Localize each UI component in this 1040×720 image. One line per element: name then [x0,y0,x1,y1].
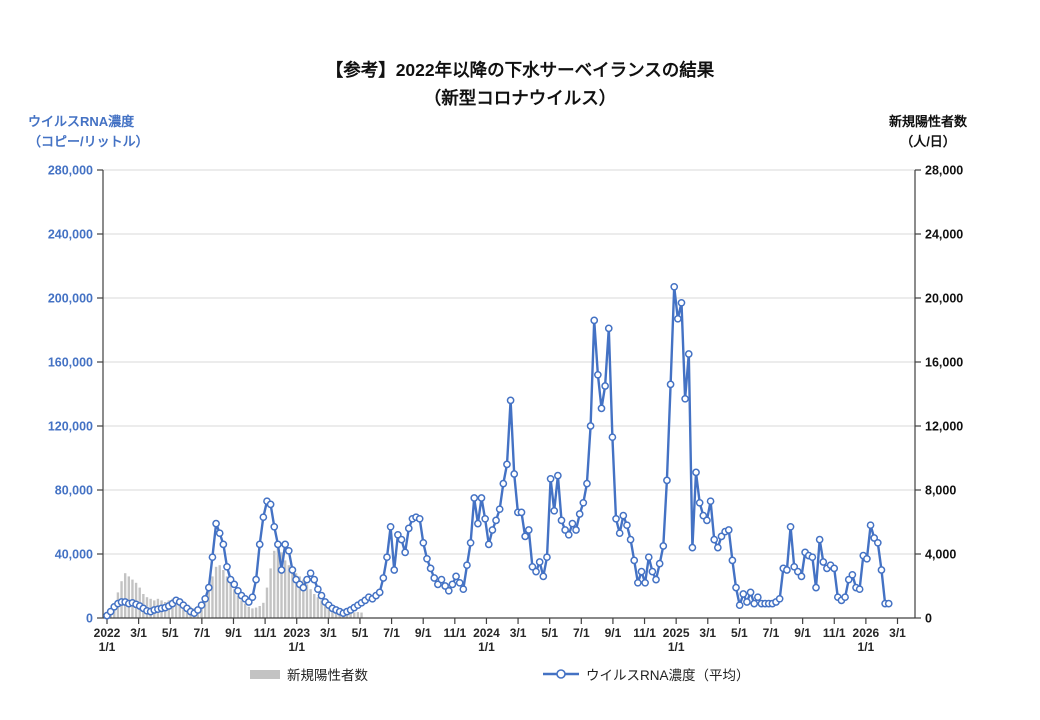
svg-text:11/1: 11/1 [443,626,466,640]
y-axis-left: 0 40,000 80,000 120,000 160,000 200,000 240,00… [48,164,103,626]
svg-text:2023: 2023 [283,626,310,640]
svg-text:5/1: 5/1 [541,626,558,640]
left-axis-title-line-1: ウイルスRNA濃度 [28,114,135,129]
gridlines [103,169,915,555]
svg-text:5/1: 5/1 [731,626,748,640]
svg-text:8,000: 8,000 [925,484,956,498]
page-title: 【参考】2022年以降の下水サーベイランスの結果 （新型コロナウイルス） [0,56,1040,112]
svg-text:20,000: 20,000 [925,292,963,306]
axes [102,170,916,619]
chart-legend: 新規陽性者数 ウイルスRNA濃度（平均） [0,662,1040,692]
svg-text:3/1: 3/1 [510,626,527,640]
legend-label-new-cases: 新規陽性者数 [287,668,368,683]
svg-text:2022: 2022 [94,626,121,640]
right-axis-title-line-1: 新規陽性者数 [888,114,967,129]
svg-text:2024: 2024 [473,626,500,640]
svg-text:16,000: 16,000 [925,356,963,370]
left-axis-title-line-2: （コピー/リットル） [28,134,149,150]
svg-text:0: 0 [86,612,93,626]
svg-text:28,000: 28,000 [925,164,963,178]
line-marker-swatch-icon [543,669,579,679]
svg-text:2025: 2025 [663,626,690,640]
svg-text:5/1: 5/1 [162,626,179,640]
svg-text:200,000: 200,000 [48,292,93,306]
legend-label-rna: ウイルスRNA濃度（平均） [586,668,750,683]
svg-text:5/1: 5/1 [352,626,369,640]
svg-text:120,000: 120,000 [48,420,93,434]
svg-text:7/1: 7/1 [573,626,590,640]
svg-text:9/1: 9/1 [415,626,432,640]
svg-text:7/1: 7/1 [763,626,780,640]
legend-item-rna: ウイルスRNA濃度（平均） [543,662,750,686]
svg-text:1/1: 1/1 [858,640,875,654]
svg-text:9/1: 9/1 [605,626,622,640]
svg-text:80,000: 80,000 [55,484,93,498]
right-axis-title-line-2: （人/日） [900,134,956,150]
svg-text:1/1: 1/1 [478,640,495,654]
svg-text:11/1: 11/1 [823,626,846,640]
right-axis-title: 新規陽性者数 （人/日） [858,112,998,152]
svg-text:160,000: 160,000 [48,356,93,370]
svg-text:4,000: 4,000 [925,548,956,562]
svg-text:0: 0 [925,612,932,626]
legend-item-new-cases: 新規陽性者数 [250,662,368,686]
svg-text:7/1: 7/1 [383,626,400,640]
svg-text:24,000: 24,000 [925,228,963,242]
data-point-markers [103,282,893,620]
title-line-1: 【参考】2022年以降の下水サーベイランスの結果 [325,60,715,80]
svg-text:11/1: 11/1 [633,626,656,640]
svg-text:3/1: 3/1 [699,626,716,640]
svg-text:11/1: 11/1 [254,626,277,640]
svg-text:40,000: 40,000 [55,548,93,562]
svg-text:3/1: 3/1 [889,626,906,640]
svg-text:3/1: 3/1 [130,626,147,640]
y-axis-right: 0 4,000 8,000 12,000 16,000 20,000 24,000 28,00… [915,164,963,626]
title-line-2: （新型コロナウイルス） [423,88,617,108]
svg-text:9/1: 9/1 [794,626,811,640]
svg-text:1/1: 1/1 [668,640,685,654]
svg-text:1/1: 1/1 [99,640,116,654]
bar-swatch-icon [250,669,280,679]
svg-text:3/1: 3/1 [320,626,337,640]
svg-text:9/1: 9/1 [225,626,242,640]
svg-text:280,000: 280,000 [48,164,93,178]
left-axis-title: ウイルスRNA濃度 （コピー/リットル） [28,112,149,152]
svg-text:1/1: 1/1 [288,640,305,654]
svg-text:12,000: 12,000 [925,420,963,434]
svg-text:7/1: 7/1 [194,626,211,640]
svg-text:240,000: 240,000 [48,228,93,242]
svg-text:2026: 2026 [853,626,880,640]
